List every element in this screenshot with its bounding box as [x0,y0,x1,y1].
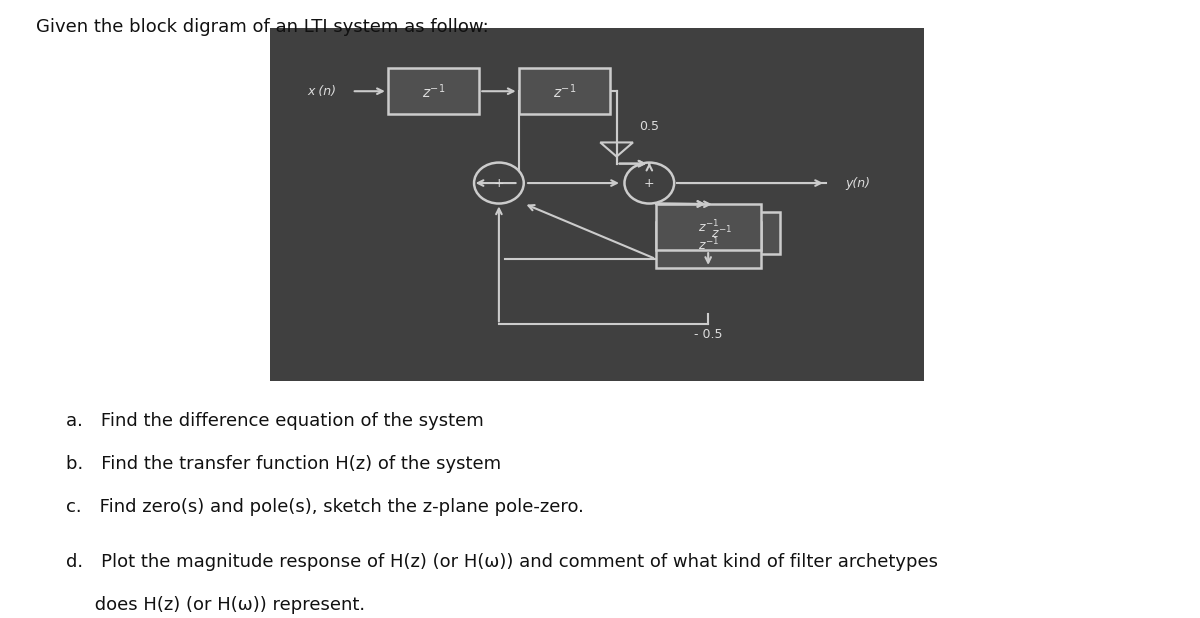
Bar [270,28,924,381]
Text: $z^{-1}$: $z^{-1}$ [553,82,576,101]
Text: b. Find the transfer function H(z) of the system: b. Find the transfer function H(z) of th… [66,455,502,473]
Text: does H(z) (or H(ω)) represent.: does H(z) (or H(ω)) represent. [66,596,365,614]
Text: $z^{-1}$: $z^{-1}$ [710,225,732,242]
Text: d. Plot the magnitude response of H(z) (or H(ω)) and comment of what kind of fil: d. Plot the magnitude response of H(z) (… [66,553,938,571]
Text: $z^{-1}$: $z^{-1}$ [422,82,445,101]
Text: +: + [493,177,504,190]
Bar [656,222,761,268]
Bar [518,68,610,114]
Bar [388,68,479,114]
Ellipse shape [624,163,674,203]
Text: $z^{-1}$: $z^{-1}$ [697,237,719,253]
Text: - 0.5: - 0.5 [694,328,722,341]
Text: +: + [644,177,655,190]
Bar [656,204,761,250]
Text: c. Find zero(s) and pole(s), sketch the z-plane pole-zero.: c. Find zero(s) and pole(s), sketch the … [66,497,584,515]
Bar [662,213,780,254]
Text: $z^{-1}$: $z^{-1}$ [697,219,719,235]
Text: Given the block digram of an LTI system as follow:: Given the block digram of an LTI system … [36,19,488,36]
Text: x (n): x (n) [308,85,337,98]
Ellipse shape [474,163,523,203]
Text: 0.5: 0.5 [640,120,660,133]
Text: y(n): y(n) [846,177,870,190]
Text: a. Find the difference equation of the system: a. Find the difference equation of the s… [66,412,484,430]
